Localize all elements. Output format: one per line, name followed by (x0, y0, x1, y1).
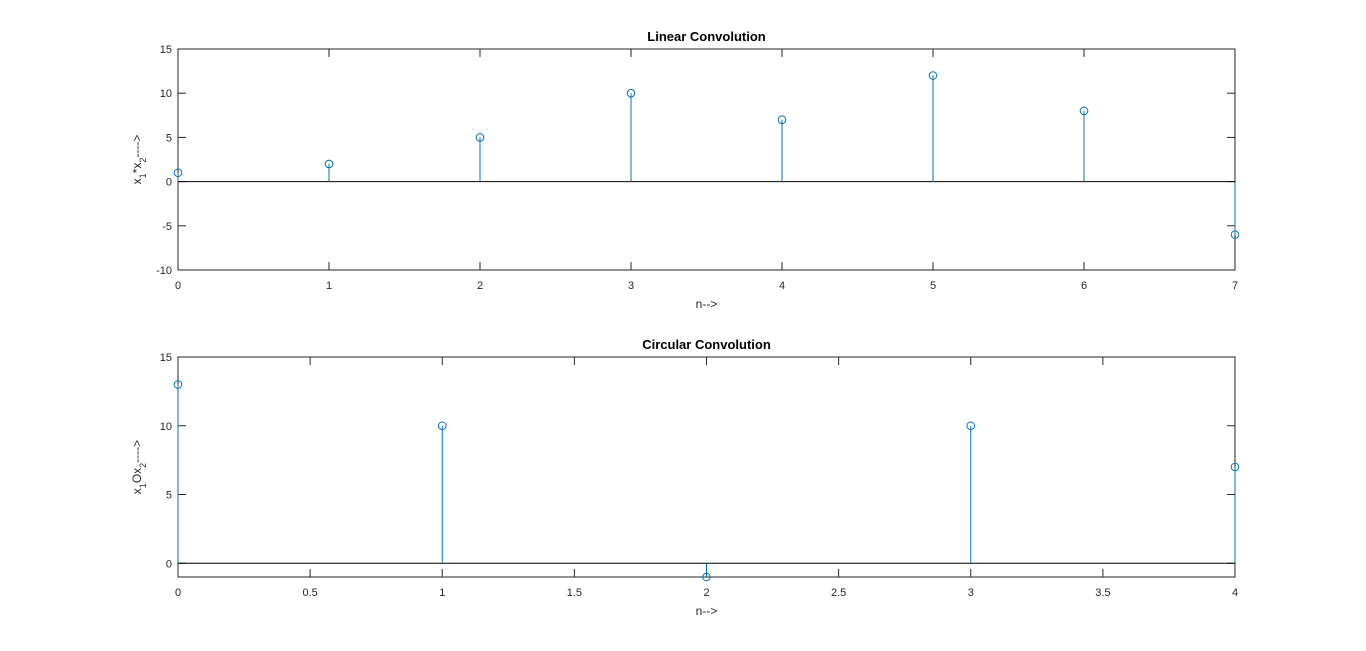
y-axis-label: x1Ox2----> (130, 440, 148, 494)
x-tick-label: 1 (439, 587, 445, 599)
stem-marker (702, 572, 711, 582)
stem-marker (173, 168, 183, 178)
plot-title: Linear Convolution (647, 29, 766, 44)
x-tick-label: 2.5 (831, 587, 846, 599)
x-axis-label: n--> (696, 297, 718, 311)
stem-marker (626, 88, 636, 98)
circular-convolution-plot: 0 0.5 1 1.5 2 2.5 3 3.5 4 0 5 10 15 Circular Convolut… (130, 337, 1240, 618)
x-axis-label: n--> (696, 604, 718, 618)
x-tick-label: 0.5 (302, 587, 317, 599)
y-tick-label: 5 (166, 490, 172, 502)
y-tick-label: 10 (160, 421, 172, 433)
linear-convolution-plot: 0 1 2 3 4 5 6 7 -10 -5 0 5 10 15 Linear Convolution n--… (130, 29, 1240, 311)
x-tick-label: 3 (628, 280, 634, 292)
y-tick-label: -5 (162, 221, 172, 233)
y-axis-label-subscript: 1 (138, 173, 148, 178)
x-tick-label: 2 (703, 587, 709, 599)
axes-box (177, 48, 1236, 271)
y-tick-label: -10 (156, 265, 172, 277)
x-tick-label: 4 (779, 280, 785, 292)
y-axis-label-subscript: 2 (138, 463, 148, 468)
x-tick-label: 4 (1232, 587, 1238, 599)
y-axis-label-part: ----> (130, 135, 144, 158)
stem-marker (928, 71, 938, 80)
y-tick-label: 15 (160, 352, 172, 364)
x-tick-label: 1.5 (567, 587, 582, 599)
y-axis-label: x1*x2----> (130, 135, 148, 185)
y-axis-label-part: x (130, 178, 144, 184)
y-axis-label-subscript: 1 (138, 483, 148, 488)
x-tick-label: 3 (968, 587, 974, 599)
y-axis-label-part: ----> (130, 440, 144, 463)
y-tick-label: 5 (166, 132, 172, 144)
stem-marker (173, 380, 183, 389)
x-tick-label: 0 (175, 280, 181, 292)
y-tick-label: 10 (160, 88, 172, 100)
x-tick-label: 2 (477, 280, 483, 292)
stem-marker (1079, 106, 1089, 116)
stem-marker (437, 421, 447, 431)
stem-marker (1230, 230, 1240, 239)
y-tick-label: 15 (160, 44, 172, 56)
x-tick-label: 0 (175, 587, 181, 599)
y-tick-label: 0 (166, 177, 172, 189)
x-tick-label: 3.5 (1095, 587, 1110, 599)
y-axis-label-part: *x (130, 163, 144, 174)
stem-marker (475, 133, 485, 142)
x-tick-label: 5 (930, 280, 936, 292)
y-axis-label-subscript: 2 (138, 158, 148, 163)
plot-title: Circular Convolution (642, 337, 771, 352)
x-tick-label: 7 (1232, 280, 1238, 292)
y-tick-label: 0 (166, 558, 172, 570)
stem-marker (777, 115, 787, 125)
x-tick-label: 1 (326, 280, 332, 292)
y-axis-label-part: Ox (130, 468, 144, 483)
stem-marker (966, 421, 976, 431)
x-tick-label: 6 (1081, 280, 1087, 292)
stem-marker (324, 159, 334, 169)
y-axis-label-part: x (130, 488, 144, 494)
stem-marker (1230, 462, 1240, 472)
